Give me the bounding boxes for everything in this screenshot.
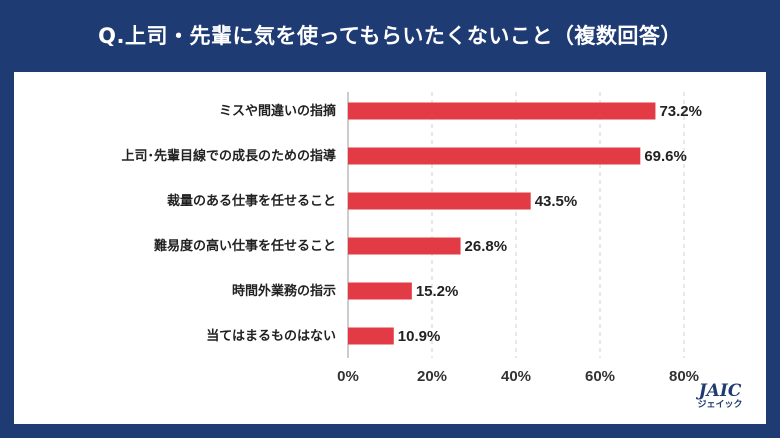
bar: [348, 282, 412, 300]
bar: [348, 147, 641, 165]
bar: [348, 192, 531, 210]
data-label: 26.8%: [465, 238, 508, 255]
x-tick-label: 0%: [337, 368, 359, 385]
x-tick-label: 80%: [669, 368, 699, 385]
data-label: 69.6%: [644, 148, 687, 165]
category-label: 上司･先輩目線での成長のための指導: [121, 148, 336, 164]
data-label: 43.5%: [535, 193, 578, 210]
x-tick-label: 40%: [501, 368, 531, 385]
bar: [348, 237, 461, 255]
data-label: 73.2%: [659, 103, 702, 120]
bar: [348, 102, 656, 120]
data-label: 10.9%: [398, 328, 441, 345]
x-tick-label: 20%: [417, 368, 447, 385]
jaic-logo: JAIC ジェイック: [688, 382, 752, 420]
category-label: 難易度の高い仕事を任せること: [154, 238, 336, 254]
category-label: 当てはまるものはない: [206, 328, 336, 344]
category-label: 裁量のある仕事を任せること: [167, 193, 336, 209]
logo-name: JAIC: [698, 381, 742, 401]
category-label: 時間外業務の指示: [232, 283, 336, 299]
category-label: ミスや間違いの指摘: [219, 103, 336, 119]
chart-title: Q.上司・先輩に気を使ってもらいたくないこと（複数回答）: [98, 24, 682, 48]
header: Q.上司・先輩に気を使ってもらいたくないこと（複数回答）: [0, 0, 780, 70]
logo-subtitle: ジェイック: [697, 400, 743, 410]
x-tick-label: 60%: [585, 368, 615, 385]
bar: [348, 327, 394, 345]
data-label: 15.2%: [416, 283, 459, 300]
